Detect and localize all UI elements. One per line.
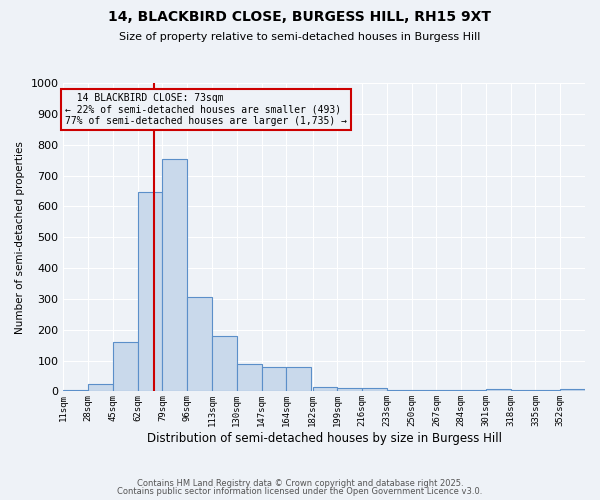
Bar <box>387 390 412 392</box>
Bar <box>560 389 585 392</box>
Text: Contains public sector information licensed under the Open Government Licence v3: Contains public sector information licen… <box>118 487 482 496</box>
Bar <box>461 390 486 392</box>
Bar <box>286 366 311 392</box>
Bar <box>262 366 286 392</box>
Bar <box>535 390 560 392</box>
Bar <box>313 387 337 392</box>
Text: 14 BLACKBIRD CLOSE: 73sqm
← 22% of semi-detached houses are smaller (493)
77% of: 14 BLACKBIRD CLOSE: 73sqm ← 22% of semi-… <box>65 93 347 126</box>
Bar <box>113 342 138 392</box>
Bar <box>511 390 535 392</box>
Y-axis label: Number of semi-detached properties: Number of semi-detached properties <box>15 141 25 334</box>
Text: 14, BLACKBIRD CLOSE, BURGESS HILL, RH15 9XT: 14, BLACKBIRD CLOSE, BURGESS HILL, RH15 … <box>109 10 491 24</box>
Bar <box>88 384 113 392</box>
X-axis label: Distribution of semi-detached houses by size in Burgess Hill: Distribution of semi-detached houses by … <box>147 432 502 445</box>
Bar <box>486 389 511 392</box>
Text: Contains HM Land Registry data © Crown copyright and database right 2025.: Contains HM Land Registry data © Crown c… <box>137 478 463 488</box>
Bar <box>436 390 461 392</box>
Bar <box>64 390 88 392</box>
Bar <box>337 388 362 392</box>
Bar <box>138 192 163 392</box>
Bar <box>187 298 212 392</box>
Bar <box>163 158 187 392</box>
Text: Size of property relative to semi-detached houses in Burgess Hill: Size of property relative to semi-detach… <box>119 32 481 42</box>
Bar <box>212 336 237 392</box>
Bar <box>237 364 262 392</box>
Bar <box>362 388 387 392</box>
Bar <box>412 390 436 392</box>
